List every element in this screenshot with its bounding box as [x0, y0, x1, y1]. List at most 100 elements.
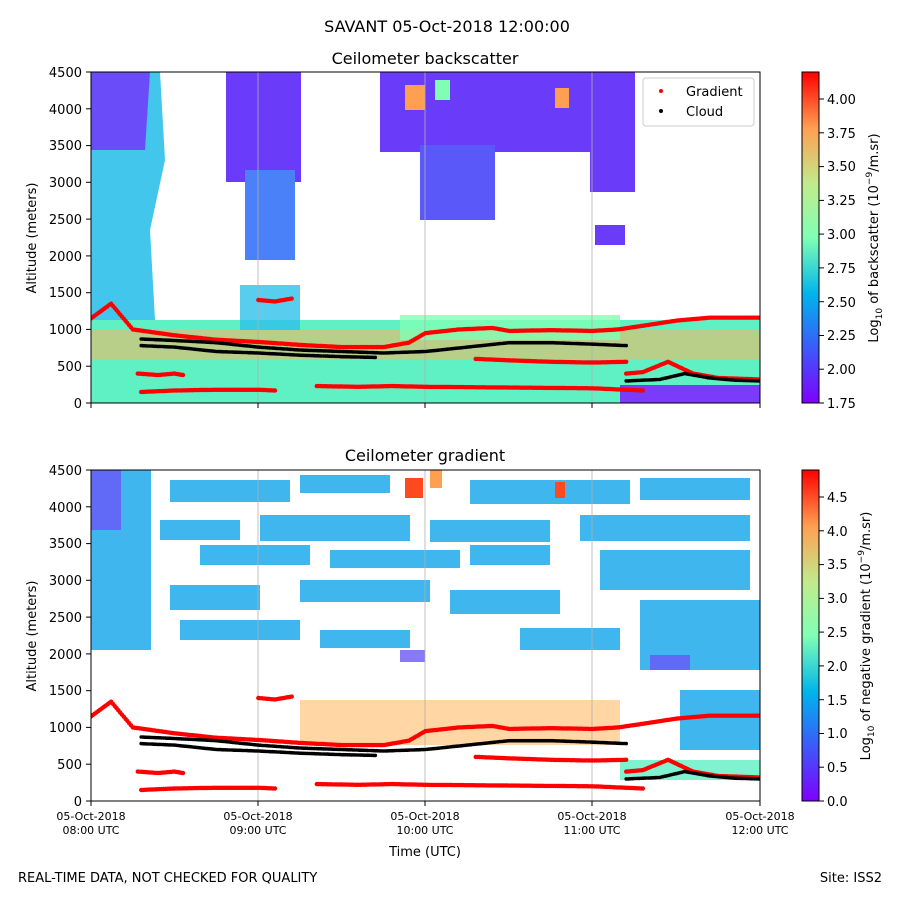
- backscatter-upper-patch-5: [590, 72, 635, 192]
- gradient-y-label: Altitude (meters): [25, 581, 40, 692]
- gradient-colorbar-tick: 1.0: [827, 727, 848, 742]
- backscatter-colorbar-tick: 2.00: [827, 363, 856, 378]
- gradient-y-tick: 3500: [49, 537, 82, 552]
- gradient-colorbar-tick: 1.5: [827, 694, 848, 709]
- backscatter-upper-patch-3: [380, 72, 620, 152]
- gradient-y-tick: 1000: [49, 721, 82, 736]
- backscatter-markers: [91, 296, 760, 395]
- backscatter-colorbar-label: Log10 of backscatter (10−9/m.sr): [865, 133, 885, 342]
- backscatter-turbulence-1: [240, 285, 300, 330]
- backscatter-y-tick: 500: [57, 360, 82, 375]
- backscatter-y-tick: 1500: [49, 286, 82, 301]
- gradient-y-tick: 500: [57, 758, 82, 773]
- backscatter-turbulence-2: [400, 315, 620, 340]
- backscatter-y-tick: 2000: [49, 250, 82, 265]
- backscatter-left-plume-upper: [91, 72, 150, 150]
- gradient-marker: [624, 757, 629, 762]
- backscatter-upper-spot-1: [405, 85, 425, 110]
- x-tick-time: 08:00 UTC: [62, 824, 119, 837]
- legend-gradient-label: Gradient: [686, 85, 743, 100]
- gradient-marker: [180, 770, 186, 776]
- gradient-upper-spot-1: [405, 478, 423, 498]
- backscatter-title: Ceilometer backscatter: [332, 49, 519, 68]
- gradient-colorbar-tick: 2.0: [827, 660, 848, 675]
- backscatter-panel: Ceilometer backscatter: [25, 49, 885, 412]
- gradient-y-tick: 1500: [49, 684, 82, 699]
- cloud-marker: [373, 753, 378, 758]
- gradient-colorbar: 0.0 0.5 1.0 1.5 2.0 2.5 3.0 3.5 4.0 4.5 …: [801, 469, 877, 810]
- gradient-colorbar-label: Log10 of negative gradient (10−9/m.sr): [857, 512, 877, 761]
- legend-cloud-marker: [659, 109, 663, 113]
- backscatter-y-tick: 1000: [49, 323, 82, 338]
- backscatter-upper-patch-2: [245, 170, 295, 260]
- gradient-y-tick: 3000: [49, 574, 82, 589]
- gradient-marker: [640, 388, 646, 393]
- backscatter-y-tick: 2500: [49, 213, 82, 228]
- x-tick-date: 05-Oct-2018: [725, 810, 794, 823]
- gradient-marker: [757, 315, 760, 320]
- gradient-marker: [624, 359, 629, 364]
- x-tick-time: 10:00 UTC: [396, 824, 453, 837]
- gradient-x-axis: 05-Oct-2018 08:00 UTC 05-Oct-2018 09:00 …: [56, 801, 795, 860]
- backscatter-y-axis: 0 500 1000 1500 2000 2500 3000 3500 4000…: [49, 66, 91, 412]
- cloud-marker: [373, 355, 378, 360]
- cloud-marker: [624, 741, 628, 746]
- x-tick-date: 05-Oct-2018: [390, 810, 459, 823]
- x-tick-date: 05-Oct-2018: [56, 810, 125, 823]
- x-tick-time: 11:00 UTC: [563, 824, 620, 837]
- gradient-cloud-field: [91, 470, 760, 750]
- gradient-colorbar-tick: 4.5: [827, 491, 848, 506]
- gradient-upper-spot-2: [430, 470, 442, 488]
- legend-cloud-label: Cloud: [686, 105, 723, 120]
- gradient-y-tick: 0: [74, 795, 82, 810]
- x-tick-time: 12:00 UTC: [731, 824, 788, 837]
- backscatter-y-label: Altitude (meters): [25, 183, 40, 294]
- gradient-y-tick: 4000: [49, 501, 82, 516]
- gradient-marker: [272, 388, 278, 393]
- backscatter-colorbar-tick: 3.25: [827, 194, 856, 209]
- gradient-marker: [757, 713, 760, 718]
- gradient-marker: [272, 786, 278, 791]
- backscatter-upper-spot-2: [435, 80, 450, 100]
- legend: Gradient Cloud: [642, 77, 755, 127]
- gradient-marker: [289, 694, 294, 699]
- backscatter-colorbar-gradient: [801, 71, 820, 404]
- backscatter-upper-patch-1: [226, 72, 301, 182]
- backscatter-colorbar-tick: 3.50: [827, 160, 856, 175]
- backscatter-y-tick: 4500: [49, 66, 82, 81]
- gradient-marker: [640, 786, 646, 791]
- backscatter-x-axis-ticks: [90, 403, 761, 408]
- gradient-colorbar-gradient: [801, 469, 820, 802]
- backscatter-upper-spot-3: [555, 88, 569, 108]
- gradient-markers: [91, 694, 760, 793]
- gradient-colorbar-tick: 0.5: [827, 761, 848, 776]
- backscatter-colorbar-tick: 2.75: [827, 262, 856, 277]
- gradient-panel: Ceilometer gradient: [25, 446, 877, 860]
- backscatter-colorbar-tick: 1.75: [827, 397, 856, 412]
- gradient-y-axis: 0 500 1000 1500 2000 2500 3000 3500 4000…: [49, 464, 91, 810]
- gradient-mid-band: [300, 700, 620, 745]
- backscatter-y-tick: 3500: [49, 139, 82, 154]
- backscatter-y-tick: 3000: [49, 176, 82, 191]
- gradient-colorbar-tick: 3.0: [827, 592, 848, 607]
- gradient-colorbar-tick: 3.5: [827, 558, 848, 573]
- backscatter-colorbar-tick: 3.75: [827, 127, 856, 142]
- gradient-y-tick: 2500: [49, 611, 82, 626]
- backscatter-upper-patch-4: [420, 145, 495, 220]
- gradient-marker: [289, 296, 294, 301]
- backscatter-heatmap: [91, 72, 760, 403]
- backscatter-bottom-right: [620, 385, 760, 403]
- backscatter-colorbar-tick: 4.00: [827, 93, 856, 108]
- gradient-y-tick: 2000: [49, 648, 82, 663]
- backscatter-colorbar-tick: 2.50: [827, 296, 856, 311]
- backscatter-upper-patch-6: [595, 225, 625, 245]
- gradient-upper-spot-3: [555, 482, 565, 498]
- gradient-y-tick: 4500: [49, 464, 82, 479]
- figure-title: SAVANT 05-Oct-2018 12:00:00: [324, 17, 570, 36]
- x-tick-date: 05-Oct-2018: [557, 810, 626, 823]
- site-label: Site: ISS2: [820, 871, 882, 886]
- gradient-colorbar-tick: 2.5: [827, 626, 848, 641]
- gradient-title: Ceilometer gradient: [345, 446, 505, 465]
- x-tick-time: 09:00 UTC: [229, 824, 286, 837]
